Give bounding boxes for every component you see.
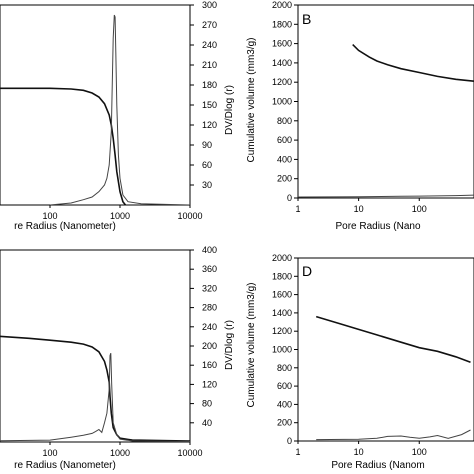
y-tick-label: 600 [277, 135, 292, 145]
series-line-distribution [298, 194, 474, 198]
y-tick-label: 80 [202, 399, 212, 409]
x-tick-label: 10 [354, 447, 364, 457]
y-tick-label: 300 [202, 0, 217, 10]
x-tick-label: 1000 [110, 211, 130, 221]
y-tick-label: 1000 [272, 345, 292, 355]
y-tick-label: 30 [202, 180, 212, 190]
y-tick-label: 200 [202, 341, 217, 351]
y-tick-label: 200 [277, 174, 292, 184]
y-tick-label: 240 [202, 40, 217, 50]
x-tick-label: 100 [42, 448, 57, 458]
y-tick-label: 1400 [272, 58, 292, 68]
y-tick-label: 0 [287, 193, 292, 203]
panel-a: 30 60 90 120 150 180 210 240 270 300 100 1000 10000 r… [0, 0, 235, 232]
y-tick-label: 180 [202, 80, 217, 90]
y-tick-label: 1600 [272, 39, 292, 49]
series-line-cumulative [352, 44, 474, 82]
y-tick-label: 400 [202, 245, 217, 255]
y-tick-label: 90 [202, 140, 212, 150]
x-axis-label: re Radius (Nanometer) [14, 460, 116, 471]
x-tick-label: 1 [295, 204, 300, 214]
y-tick-label: 270 [202, 20, 217, 30]
plot-frame [0, 249, 191, 443]
y-tick-label: 800 [277, 116, 292, 126]
panel-b: 0 200 400 600 800 1000 1200 1400 1600 1800 2000 1 10… [246, 0, 474, 232]
y-tick-label: 2000 [272, 253, 292, 263]
y-tick-label: 1200 [272, 326, 292, 336]
x-axis-label: re Radius (Nanometer) [14, 221, 116, 232]
y-tick-label: 1600 [272, 290, 292, 300]
panel-d: 0 200 400 600 800 1000 1200 1400 1600 1800 2000 1 10… [246, 253, 474, 471]
y-tick-label: 1200 [272, 77, 292, 87]
x-tick-label: 1000 [110, 448, 130, 458]
x-tick-label: 10 [354, 204, 364, 214]
y-tick-label: 1000 [272, 97, 292, 107]
y-tick-label: 210 [202, 60, 217, 70]
series-line-distribution [0, 353, 190, 442]
series-line-cumulative [0, 335, 190, 442]
y-axis-label: DV/Dlog (r) [224, 320, 235, 370]
x-tick-label: 100 [42, 211, 57, 221]
x-tick-label: 1 [295, 447, 300, 457]
y-tick-label: 1800 [272, 271, 292, 281]
y-tick-label: 400 [277, 399, 292, 409]
x-axis-label: Pore Radius (Nanom [331, 460, 424, 471]
y-tick-label: 2000 [272, 0, 292, 10]
plot-frame [0, 4, 191, 206]
y-tick-label: 320 [202, 283, 217, 293]
series-line-distribution [49, 14, 190, 205]
x-tick-label: 10000 [177, 448, 202, 458]
y-tick-label: 200 [277, 418, 292, 428]
y-tick-label: 120 [202, 120, 217, 130]
y-tick-label: 360 [202, 264, 217, 274]
y-axis-label: Cumulative volume (mm3/g) [246, 37, 257, 162]
y-tick-label: 400 [277, 154, 292, 164]
y-tick-label: 600 [277, 381, 292, 391]
x-tick-label: 10000 [177, 211, 202, 221]
y-tick-label: 1800 [272, 19, 292, 29]
plot-frame [297, 4, 474, 199]
y-tick-label: 120 [202, 379, 217, 389]
x-axis-label: Pore Radius (Nano [335, 221, 420, 232]
x-tick-label: 100 [412, 204, 427, 214]
y-tick-label: 280 [202, 303, 217, 313]
series-line-cumulative [315, 315, 471, 364]
x-tick-label: 100 [412, 447, 427, 457]
y-tick-label: 240 [202, 322, 217, 332]
plot-frame [297, 257, 474, 442]
y-tick-label: 1400 [272, 308, 292, 318]
y-tick-label: 40 [202, 418, 212, 428]
panel-c: 40 80 120 160 200 240 280 320 360 400 100 1000 10000… [0, 245, 235, 471]
y-tick-label: 0 [287, 436, 292, 446]
y-tick-label: 800 [277, 363, 292, 373]
panel-letter: B [302, 11, 311, 27]
y-tick-label: 150 [202, 100, 217, 110]
y-tick-label: 60 [202, 160, 212, 170]
y-tick-label: 160 [202, 360, 217, 370]
series-line-cumulative [0, 87, 127, 205]
series-line-distribution [316, 429, 471, 441]
y-axis-label: DV/Dlog (r) [224, 85, 235, 135]
y-axis-label: Cumulative volume (mm3/g) [246, 282, 257, 407]
panel-letter: D [302, 263, 312, 279]
